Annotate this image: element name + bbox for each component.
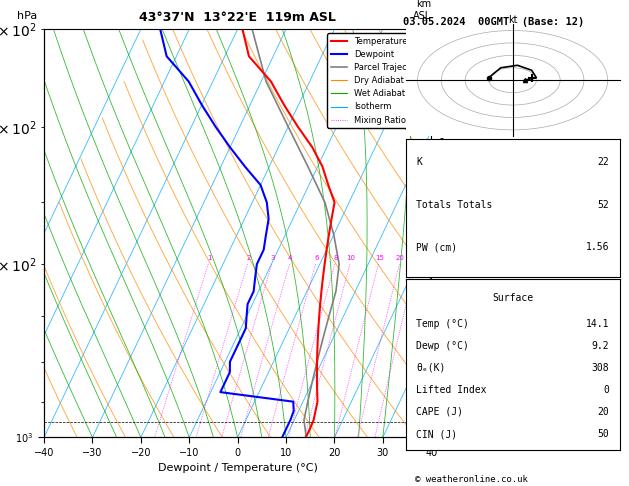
Text: hPa: hPa <box>17 11 37 21</box>
Text: 6: 6 <box>314 255 318 261</box>
Text: 10: 10 <box>346 255 355 261</box>
Text: -8: -8 <box>435 24 445 34</box>
Text: Dewp (°C): Dewp (°C) <box>416 341 469 350</box>
Text: 1.56: 1.56 <box>586 243 609 252</box>
Text: © weatheronline.co.uk: © weatheronline.co.uk <box>415 474 528 484</box>
X-axis label: kt: kt <box>508 15 518 25</box>
Text: 15: 15 <box>375 255 384 261</box>
Text: PW (cm): PW (cm) <box>416 243 457 252</box>
Text: 20: 20 <box>396 255 404 261</box>
Text: -7: -7 <box>435 83 445 93</box>
Text: -1: -1 <box>435 423 445 434</box>
Text: CIN (J): CIN (J) <box>416 429 457 439</box>
Text: 4: 4 <box>288 255 292 261</box>
X-axis label: Dewpoint / Temperature (°C): Dewpoint / Temperature (°C) <box>158 463 318 473</box>
Text: -2: -2 <box>435 365 445 375</box>
Text: 50: 50 <box>597 429 609 439</box>
Text: 0: 0 <box>603 385 609 395</box>
Text: Totals Totals: Totals Totals <box>416 200 493 210</box>
Text: 3: 3 <box>270 255 275 261</box>
Text: 20: 20 <box>597 407 609 417</box>
Legend: Temperature, Dewpoint, Parcel Trajectory, Dry Adiabat, Wet Adiabat, Isotherm, Mi: Temperature, Dewpoint, Parcel Trajectory… <box>328 34 427 128</box>
Text: 52: 52 <box>597 200 609 210</box>
Text: 25: 25 <box>412 255 421 261</box>
Text: -5: -5 <box>435 194 445 204</box>
Text: -6: -6 <box>435 138 445 148</box>
Text: -3: -3 <box>435 308 445 318</box>
Text: 1: 1 <box>207 255 211 261</box>
Text: 8: 8 <box>333 255 338 261</box>
Text: K: K <box>416 157 422 167</box>
Text: km
ASL: km ASL <box>413 0 431 21</box>
Title: 43°37'N  13°22'E  119m ASL: 43°37'N 13°22'E 119m ASL <box>139 11 336 24</box>
Text: 03.05.2024  00GMT  (Base: 12): 03.05.2024 00GMT (Base: 12) <box>403 17 584 27</box>
Text: 308: 308 <box>591 363 609 373</box>
Text: Surface: Surface <box>492 293 533 303</box>
Text: 9.2: 9.2 <box>591 341 609 350</box>
Text: 22: 22 <box>597 157 609 167</box>
Text: CAPE (J): CAPE (J) <box>416 407 464 417</box>
Text: Lifted Index: Lifted Index <box>416 385 487 395</box>
Text: θₑ(K): θₑ(K) <box>416 363 446 373</box>
Text: 14.1: 14.1 <box>586 318 609 329</box>
Text: Temp (°C): Temp (°C) <box>416 318 469 329</box>
Text: 2: 2 <box>246 255 250 261</box>
Text: -4: -4 <box>435 251 445 261</box>
